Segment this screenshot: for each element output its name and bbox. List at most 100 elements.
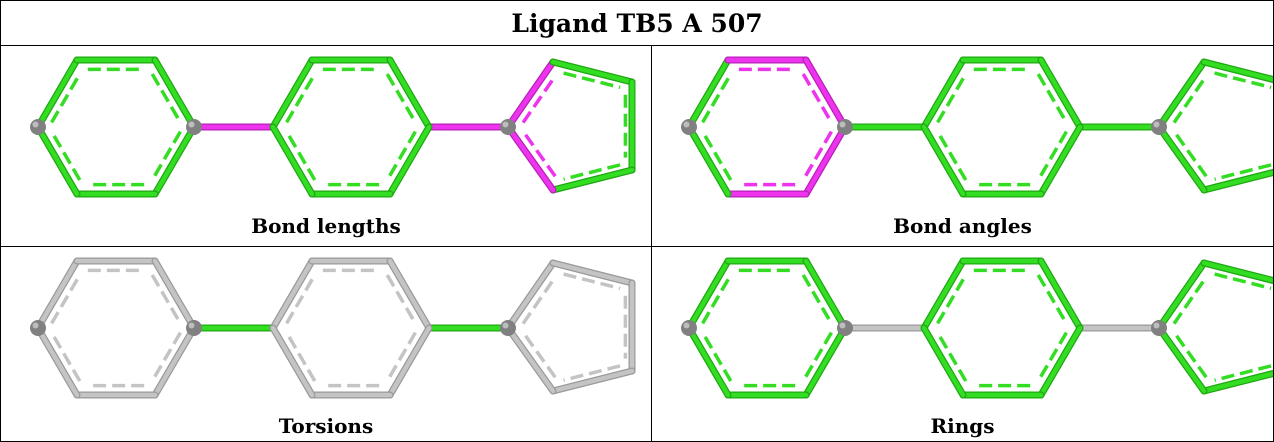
- ring1-bond-upper-left-aromatic-dash: [936, 274, 968, 325]
- ring0-bond-upper-left: [686, 57, 731, 130]
- ring1-bond-lower-left: [921, 124, 966, 197]
- caption-rings: Rings: [930, 414, 995, 438]
- atom-ring0-right-highlight: [839, 322, 846, 329]
- ring2-bond-lower-left-aromatic-dash: [1172, 331, 1208, 379]
- ring2-bond-upper-left: [1156, 260, 1207, 331]
- ring2-bond-lower-left: [1156, 325, 1207, 394]
- ring1-bond-lower-left-aromatic-dash: [936, 130, 968, 181]
- ring1-bond-lower-left-aromatic-dash: [936, 331, 968, 382]
- atom-ring2-left: [1151, 119, 1167, 135]
- atom-ring0-left: [681, 320, 697, 336]
- ring0-bond-lower-left-aromatic-dash: [701, 130, 733, 181]
- atom-ring0-left-highlight: [32, 121, 39, 128]
- ring0-bond-upper-left: [35, 258, 80, 331]
- ring2-bond-bottom: [550, 368, 635, 394]
- ring0-bond-lower-right-aromatic-dash: [150, 130, 182, 181]
- ring2-bond-lower-left: [505, 124, 556, 193]
- ring0-bond-lower-left-aromatic-dash: [50, 130, 82, 181]
- atom-ring2-left-highlight: [1153, 322, 1160, 329]
- atom-ring0-left: [30, 320, 46, 336]
- ring2-bond-top: [1201, 59, 1273, 82]
- ring0-bond-lower-right: [152, 124, 197, 197]
- ring0-bond-upper-left-aromatic-dash: [701, 274, 733, 325]
- atom-ring0-left-highlight: [683, 322, 690, 329]
- ring2-bond-upper-left-aromatic-dash: [1172, 276, 1208, 325]
- ring1-bond-lower-right: [1038, 325, 1083, 398]
- ring0-bond-lower-right-aromatic-dash: [801, 130, 833, 181]
- ring2-bond-upper-left: [1156, 59, 1207, 130]
- panel-bond-lengths: Bond lengths: [1, 46, 651, 246]
- panel-bond-angles: Bond angles: [652, 46, 1273, 246]
- ring1-bond-upper-right-aromatic-dash: [1036, 73, 1068, 124]
- ring2-bond-lower-left-aromatic-dash: [1172, 130, 1208, 178]
- ring0-bond-lower-left: [686, 124, 731, 197]
- ring1-bond-lower-left: [270, 124, 315, 197]
- atom-ring2-left: [1151, 320, 1167, 336]
- ring1-bond-lower-left: [270, 325, 315, 398]
- ring1-bond-upper-right-aromatic-dash: [1036, 274, 1068, 325]
- atom-ring2-left-highlight: [502, 322, 509, 329]
- ring0-bond-upper-right-aromatic-dash: [801, 73, 833, 124]
- atom-ring0-right: [837, 119, 853, 135]
- figure-title: Ligand TB5 A 507: [1, 1, 1273, 46]
- molecule-bond-angles: [681, 56, 1273, 198]
- ring2-bond-top-aromatic-dash: [1214, 272, 1272, 291]
- ring1-bond-upper-right-aromatic-dash: [385, 274, 417, 325]
- atom-ring0-left: [30, 119, 46, 135]
- ring1-bond-lower-right: [387, 325, 432, 398]
- panel-torsions: Torsions: [1, 247, 651, 441]
- molecule-group: [30, 257, 636, 399]
- ring1-bond-upper-right: [387, 57, 432, 130]
- ring0-bond-upper-left: [35, 57, 80, 130]
- ring1-bond-upper-right: [387, 258, 432, 331]
- ring0-bond-lower-left-aromatic-dash: [50, 331, 82, 382]
- ring0-bond-upper-right-aromatic-dash: [150, 73, 182, 124]
- ring2-bond-top: [1201, 260, 1273, 283]
- ring1-bond-upper-right: [1038, 258, 1083, 331]
- atom-ring0-left-highlight: [32, 322, 39, 329]
- ring0-bond-lower-right-aromatic-dash: [150, 331, 182, 382]
- atom-ring2-left-highlight: [502, 121, 509, 128]
- atom-ring0-right-highlight: [839, 121, 846, 128]
- ring0-bond-upper-right: [152, 258, 197, 331]
- ring2-bond-lower-left: [505, 325, 556, 394]
- ring2-bond-bottom: [550, 167, 635, 193]
- ring1-bond-lower-right: [387, 124, 432, 197]
- molecule-group: [681, 56, 1273, 198]
- ring1-bond-lower-right: [1038, 124, 1083, 197]
- ring0-bond-lower-right: [152, 325, 197, 398]
- ring0-bond-upper-left-aromatic-dash: [701, 73, 733, 124]
- ring1-bond-upper-left-aromatic-dash: [936, 73, 968, 124]
- ring1-bond-upper-left: [921, 258, 966, 331]
- ring2-bond-lower-left-aromatic-dash: [521, 130, 557, 178]
- caption-bond-lengths: Bond lengths: [251, 214, 401, 238]
- ring0-bond-upper-right: [152, 57, 197, 130]
- panel-rings: Rings: [652, 247, 1273, 441]
- ring0-bond-lower-left-aromatic-dash: [701, 331, 733, 382]
- molecule-bond-lengths: [30, 56, 636, 198]
- ring2-bond-upper-left-aromatic-dash: [521, 75, 557, 124]
- ring0-bond-lower-right: [803, 124, 848, 197]
- ring1-bond-upper-right: [1038, 57, 1083, 130]
- ring1-bond-lower-left: [921, 325, 966, 398]
- ring2-bond-top-aromatic-dash: [563, 272, 621, 291]
- ring2-bond-bottom-aromatic-dash: [563, 364, 621, 382]
- atom-ring0-right: [837, 320, 853, 336]
- ring1-bond-upper-left: [270, 57, 315, 130]
- atom-ring0-left: [681, 119, 697, 135]
- ring1-bond-upper-left: [921, 57, 966, 130]
- molecule-rings: [681, 257, 1273, 399]
- ring2-bond-bottom-aromatic-dash: [1214, 163, 1272, 181]
- atom-ring2-left: [500, 320, 516, 336]
- atom-ring0-right: [186, 320, 202, 336]
- atom-ring0-left-highlight: [683, 121, 690, 128]
- ring0-bond-upper-right-aromatic-dash: [150, 274, 182, 325]
- ring1-bond-lower-right-aromatic-dash: [1036, 331, 1068, 382]
- ring0-bond-upper-right: [803, 57, 848, 130]
- molecule-torsions: [30, 257, 636, 399]
- ring2-bond-top: [550, 260, 635, 286]
- ring2-bond-upper-left: [505, 59, 556, 130]
- ring1-bond-lower-right-aromatic-dash: [385, 331, 417, 382]
- ring0-bond-upper-right: [803, 258, 848, 331]
- ring2-bond-upper-left-aromatic-dash: [1172, 75, 1208, 124]
